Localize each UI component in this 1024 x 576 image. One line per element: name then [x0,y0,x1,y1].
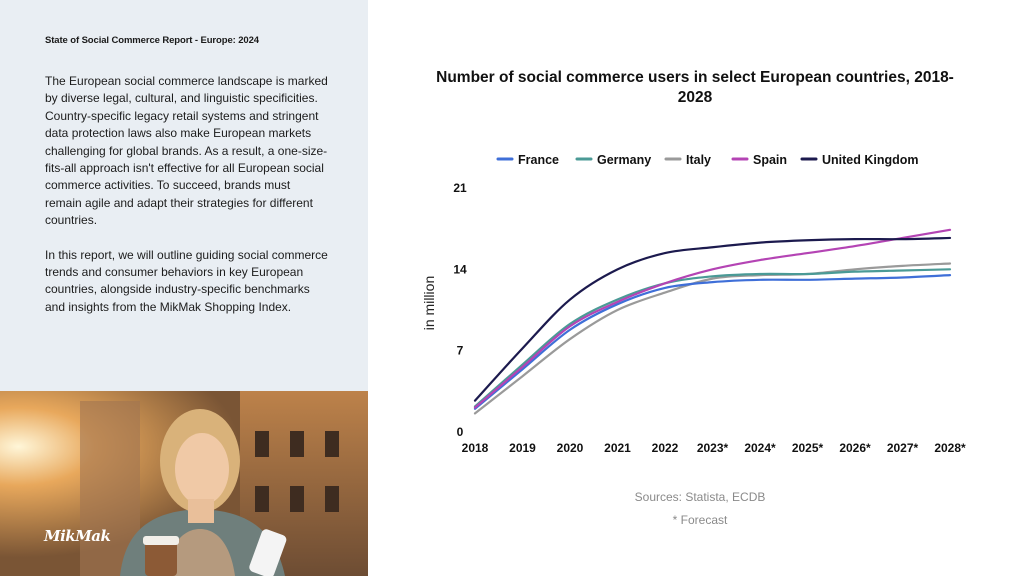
legend-item: Italy [664,153,711,167]
series-line-italy [473,262,952,415]
series-line-france [473,274,952,410]
legend-label: Germany [597,153,651,167]
x-tick-label: 2028* [934,441,966,455]
x-tick-label: 2019 [509,441,536,455]
x-tick-label: 2021 [604,441,631,455]
legend-item: United Kingdom [800,153,919,167]
x-tick-label: 2024* [744,441,776,455]
legend-label: United Kingdom [822,153,919,167]
legend-item: Spain [731,153,787,167]
intro-paragraph-2: In this report, we will outline guiding … [45,247,328,314]
x-tick-label: 2027* [887,441,919,455]
legend-label: Spain [753,153,787,167]
mikmak-logo: MikMak [44,527,111,545]
x-axis: 2018 2019 2020 2021 2022 2023* 2024* 2025* 2026*… [462,441,966,455]
intro-text: The European social commerce landscape i… [45,73,330,333]
series-line-germany [473,268,952,408]
y-tick-label: 7 [457,344,464,358]
y-tick-label: 14 [453,262,467,276]
report-title: State of Social Commerce Report - Europe… [45,35,259,46]
x-tick-label: 2018 [462,441,489,455]
intro-panel: State of Social Commerce Report - Europe… [0,0,368,391]
legend-item: Germany [575,153,651,167]
legend-label: France [518,153,559,167]
y-axis-label: in million [421,276,437,330]
series-line-united-kingdom [473,236,952,402]
intro-paragraph-1: The European social commerce landscape i… [45,74,328,228]
series-lines [473,228,952,415]
legend-label: Italy [686,153,711,167]
x-tick-label: 2020 [557,441,584,455]
hero-photo: MikMak [0,391,368,576]
y-axis: 0 7 14 21 [453,181,467,439]
y-tick-label: 0 [457,425,464,439]
x-tick-label: 2026* [839,441,871,455]
legend: France Germany Italy Spain United Kingdom [496,153,919,167]
x-tick-label: 2025* [792,441,824,455]
photo-illustration [0,391,368,576]
chart-source: Sources: Statista, ECDB [634,490,766,504]
x-tick-label: 2023* [697,441,729,455]
series-line-spain [473,228,952,409]
legend-item: France [496,153,559,167]
y-tick-label: 21 [453,181,467,195]
chart-footnote: * Forecast [672,513,728,527]
x-tick-label: 2022 [652,441,679,455]
chart-title: Number of social commerce users in selec… [436,69,954,106]
